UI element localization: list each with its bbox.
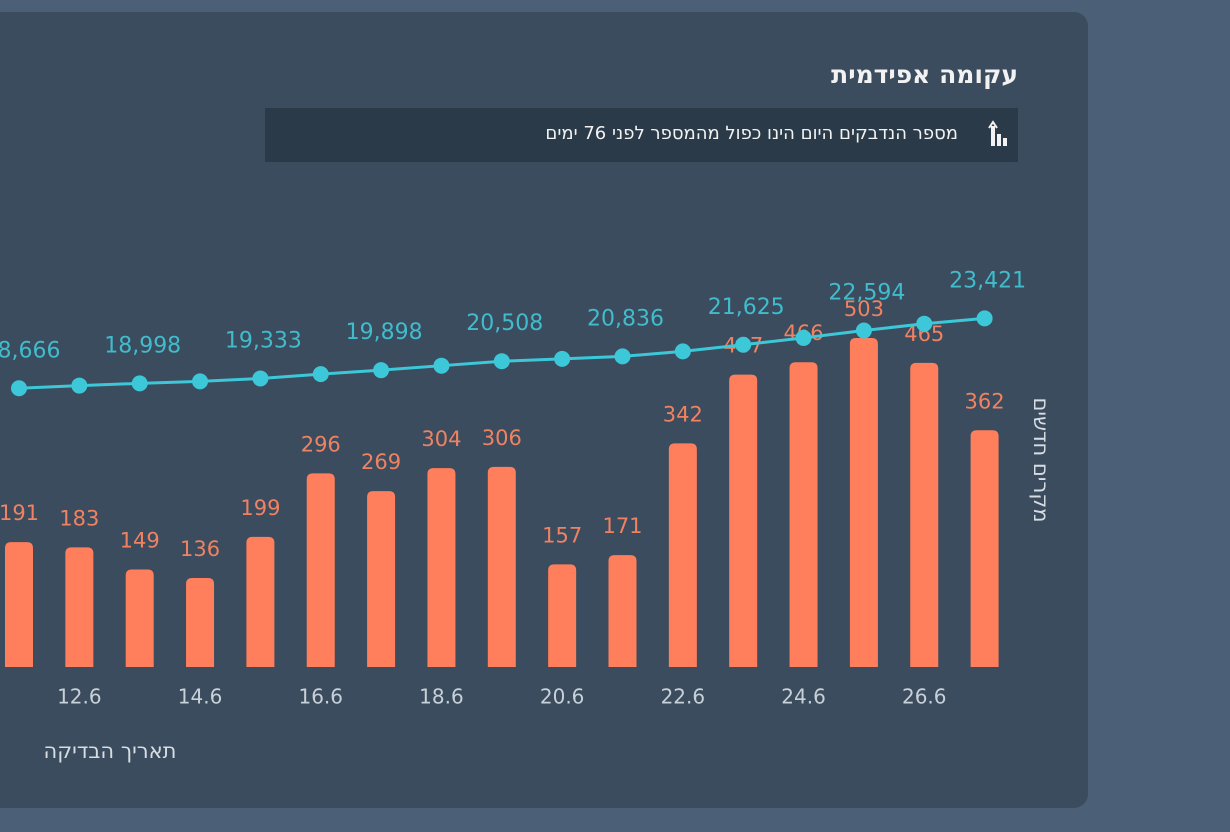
bar (65, 547, 94, 667)
bar-label: 296 (301, 432, 341, 456)
line-label: 23,421 (949, 268, 1026, 293)
bar-label: 136 (180, 537, 220, 561)
bar-label: 171 (602, 514, 642, 538)
x-tick-label: 12.6 (57, 685, 102, 709)
line-point (312, 366, 329, 383)
line-point (252, 370, 269, 387)
line-point (855, 322, 872, 339)
x-tick-label: 26.6 (902, 685, 947, 709)
bar (186, 578, 215, 667)
line-point (795, 329, 812, 346)
bar (789, 362, 818, 667)
line-point (674, 343, 691, 360)
bar (970, 430, 999, 667)
line-point (11, 380, 27, 397)
line-label: 18,666 (0, 338, 60, 363)
bar-label: 362 (965, 389, 1005, 413)
y-axis-title: מקרים חדשים (1029, 397, 1053, 522)
bar-label: 304 (421, 427, 461, 451)
chart-subtitle: מספר הנדבקים היום הינו כפול מהמספר לפני … (545, 123, 958, 144)
line-point (131, 375, 148, 392)
line-point (554, 350, 571, 367)
line-point (71, 377, 88, 394)
x-tick-label: 14.6 (178, 685, 223, 709)
chart-title: עקומה אפידמית (831, 60, 1018, 89)
bar-label: 157 (542, 523, 582, 547)
bar-label: 183 (59, 506, 99, 530)
x-tick-label: 20.6 (540, 685, 585, 709)
bar (608, 555, 637, 667)
x-tick-label: 16.6 (298, 685, 343, 709)
x-tick-label: 24.6 (781, 685, 826, 709)
line-label: 19,333 (225, 328, 302, 353)
bar (729, 374, 758, 667)
bar (125, 569, 154, 667)
line-label: 20,836 (587, 306, 664, 331)
x-tick-label: 18.6 (419, 685, 464, 709)
bar (246, 536, 275, 667)
x-axis-title: תאריך הבדיקה (44, 739, 177, 763)
line-point (373, 362, 390, 379)
bar (427, 468, 456, 667)
bar-label: 342 (663, 402, 703, 426)
line-point (192, 373, 209, 390)
bar-label: 306 (482, 426, 522, 450)
bar (487, 466, 516, 667)
bar-label: 199 (240, 496, 280, 520)
bar (548, 564, 577, 667)
line-label: 20,508 (466, 311, 543, 336)
bar (5, 542, 33, 667)
line-point (433, 357, 450, 374)
x-tick-label: 22.6 (661, 685, 706, 709)
bar-label: 503 (844, 297, 884, 321)
bar (849, 338, 878, 667)
line-point (916, 315, 933, 332)
line-label: 22,594 (828, 281, 905, 306)
bar (668, 443, 697, 667)
line-label: 21,625 (708, 295, 785, 320)
bar (306, 473, 335, 667)
bar (910, 362, 939, 667)
line-point (735, 336, 752, 353)
line-point (493, 353, 510, 370)
line-point (976, 310, 993, 327)
line-label: 19,898 (346, 320, 423, 345)
bar-label: 149 (120, 529, 160, 553)
line-label: 18,998 (104, 333, 181, 358)
subtitle-box: מספר הנדבקים היום הינו כפול מהמספר לפני … (265, 108, 1018, 162)
icon (988, 120, 1007, 146)
line-point (614, 348, 631, 365)
bar (367, 491, 396, 667)
bar-label: 191 (0, 501, 39, 525)
bar-label: 269 (361, 450, 401, 474)
